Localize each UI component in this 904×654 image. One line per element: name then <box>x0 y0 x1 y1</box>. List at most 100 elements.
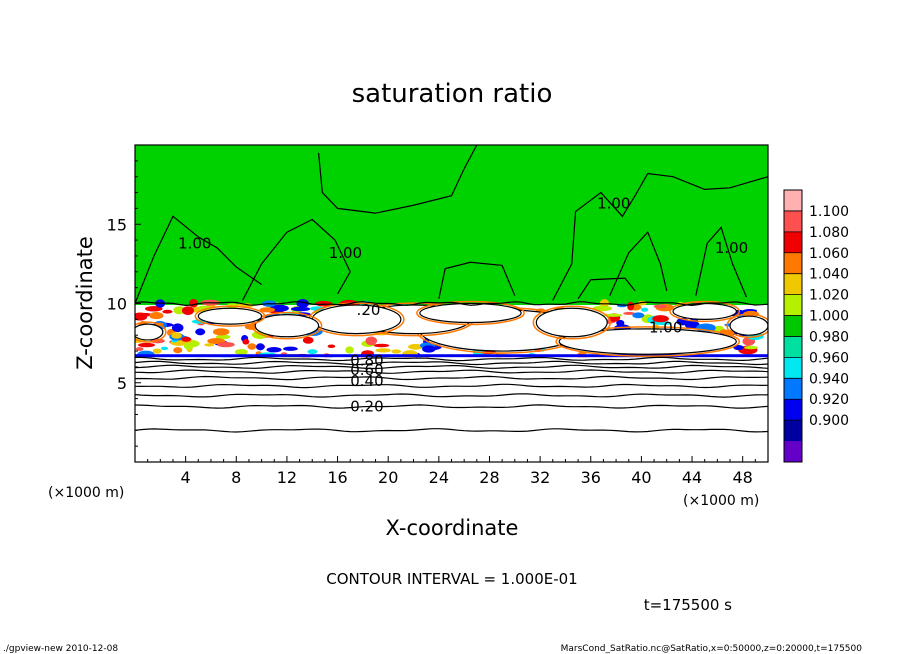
band-cell <box>195 328 206 336</box>
colorbar-swatch <box>784 357 802 379</box>
contour-line-boundary <box>135 301 768 307</box>
band-cell <box>215 334 231 340</box>
pocket-rim <box>251 311 323 340</box>
saturated-region <box>135 145 768 310</box>
colorbar-label: 1.040 <box>809 267 849 283</box>
colorbar: 1.100 1.080 1.060 1.040 1.020 1.000 0.980 0.960… <box>783 189 849 463</box>
colorbar-swatch <box>784 399 802 421</box>
band-cell <box>181 336 192 342</box>
colorbar-frame <box>783 189 803 463</box>
contour-label: 0.20 <box>350 398 383 416</box>
x-tick-label: 16 <box>327 468 347 487</box>
band-cell <box>171 323 184 333</box>
band-cell <box>684 320 700 329</box>
contour-label: .20 <box>357 301 381 319</box>
contour-label: 1.00 <box>597 195 630 213</box>
plot-area <box>135 145 768 462</box>
band-cell <box>391 349 402 354</box>
band-cell <box>290 306 311 312</box>
band-cell <box>259 307 276 313</box>
contour-line-1-00 <box>695 226 748 298</box>
contour-line-1-00 <box>577 277 636 300</box>
band-cell <box>345 346 354 354</box>
chart-title: saturation ratio <box>352 79 553 109</box>
x-tick-label: 4 <box>181 468 191 487</box>
cloud-free-pocket <box>729 315 768 336</box>
band-cell <box>149 312 164 320</box>
band-cell <box>627 301 635 311</box>
band-cell <box>189 298 199 308</box>
x-axis-ticks: 4 8 12 16 20 24 28 32 36 40 44 48 <box>147 456 756 487</box>
contour-line-lower <box>135 383 768 389</box>
band-cell <box>422 345 436 353</box>
colorbar-swatch <box>784 190 802 212</box>
colorbar-label: 0.920 <box>809 392 849 408</box>
colorbar-swatch <box>784 336 802 358</box>
band-cell <box>181 306 195 315</box>
contour-line-1-00 <box>135 215 262 304</box>
contour-labels: 1.00 1.00 1.00 1.00 1.00 .20 0.800.600.40 0.20 <box>178 195 748 416</box>
x-tick-label: 24 <box>429 468 449 487</box>
colorbar-swatch <box>784 294 802 317</box>
band-cell <box>135 312 153 317</box>
pocket-rim <box>135 321 167 343</box>
band-cell <box>160 346 169 351</box>
band-cell <box>173 347 183 354</box>
x-tick-label: 40 <box>631 468 651 487</box>
colorbar-label: 1.080 <box>809 225 849 241</box>
x-tick-label: 8 <box>231 468 241 487</box>
contour-lines <box>135 145 768 433</box>
colorbar-swatch <box>784 315 802 337</box>
contour-line-1-00 <box>609 231 668 296</box>
contour-line-lower <box>135 375 768 381</box>
y-axis-ticks: 5 10 15 <box>107 160 141 447</box>
y-tick-label: 15 <box>107 215 127 234</box>
cloud-free-pocket <box>558 328 737 355</box>
pocket-rim <box>532 305 611 340</box>
x-tick-label: 44 <box>682 468 702 487</box>
band-cell <box>653 304 667 309</box>
contour-label: 0.40 <box>350 372 383 390</box>
contour-line-lower <box>135 369 768 374</box>
band-cell <box>373 343 390 348</box>
contour-line-1-00 <box>552 172 768 301</box>
x-tick-label: 12 <box>277 468 297 487</box>
band-cell <box>212 328 230 336</box>
pocket-rim <box>726 313 768 338</box>
contour-label: 1.00 <box>715 239 748 257</box>
contour-line-1-00 <box>317 145 478 214</box>
colorbar-swatch <box>784 231 802 254</box>
contour-label: 0.80 <box>350 352 383 370</box>
x-axis-label: X-coordinate <box>386 516 519 540</box>
x-unit-label: (×1000 m) <box>683 493 759 509</box>
band-cell <box>408 343 423 350</box>
x-tick-label: 48 <box>733 468 753 487</box>
band-cell <box>183 341 194 350</box>
band-cell <box>327 344 336 349</box>
colorbar-swatch <box>784 210 802 233</box>
y-axis-label: Z-coordinate <box>73 236 97 370</box>
colorbar-label: 1.060 <box>809 246 849 262</box>
contour-line-lower <box>135 428 768 433</box>
colorbar-label: 1.020 <box>809 288 849 304</box>
y-unit-label: (×1000 m) <box>48 485 124 501</box>
contour-label: 1.00 <box>178 234 211 252</box>
contour-line-lower <box>135 404 768 409</box>
band-cell <box>310 306 325 311</box>
colorbar-label: 0.980 <box>809 329 849 345</box>
contour-label: 1.00 <box>329 244 362 262</box>
contour-line-1-00 <box>242 218 351 301</box>
contour-line-lower <box>135 360 768 366</box>
colorbar-label: 1.100 <box>809 204 849 220</box>
footer-left: ./gpview-new 2010-12-08 <box>3 644 118 654</box>
band-cell <box>365 336 378 346</box>
band-cell <box>603 313 623 317</box>
contour-line-lower <box>135 364 768 370</box>
band-cell <box>283 346 298 351</box>
band-cell <box>256 343 265 351</box>
band-cell <box>204 343 215 347</box>
pocket-rim <box>416 300 525 326</box>
band-cell <box>137 342 156 348</box>
cloud-free-pocket <box>535 307 608 338</box>
contour-label: 1.00 <box>649 318 682 336</box>
